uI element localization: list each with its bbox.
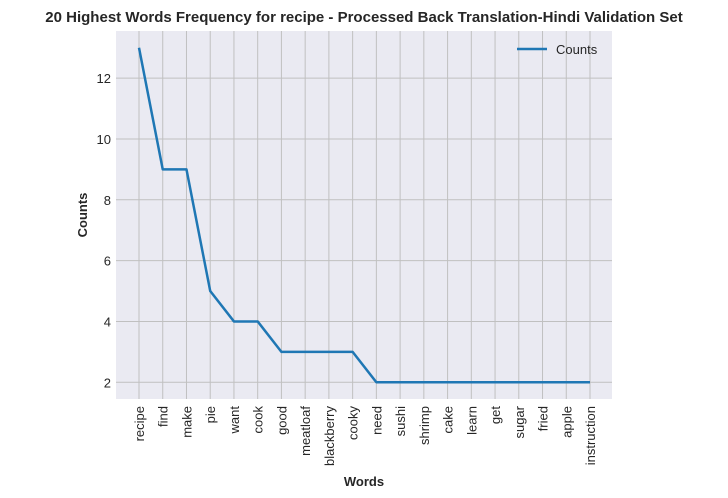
legend: Counts bbox=[517, 42, 598, 57]
x-tick-labels: recipe find make pie want cook good meatloaf bla… bbox=[132, 405, 598, 466]
y-tick-label: 4 bbox=[104, 314, 111, 329]
x-tick-label: recipe bbox=[132, 406, 147, 441]
plot-area bbox=[116, 31, 612, 399]
x-tick-label: shrimp bbox=[417, 406, 432, 445]
x-tick-label: apple bbox=[559, 406, 574, 438]
x-tick-label: instruction bbox=[583, 406, 598, 465]
x-tick-label: cook bbox=[251, 406, 266, 434]
x-tick-label: cake bbox=[441, 406, 456, 433]
x-tick-label: sushi bbox=[393, 406, 408, 436]
x-tick-label: learn bbox=[464, 406, 479, 435]
chart-title: 20 Highest Words Frequency for recipe - … bbox=[45, 9, 682, 26]
x-tick-label: fried bbox=[536, 406, 551, 431]
y-tick-label: 6 bbox=[104, 254, 111, 269]
y-tick-label: 10 bbox=[97, 132, 111, 147]
series-layer bbox=[137, 47, 590, 384]
grid-layer bbox=[116, 31, 612, 399]
x-tick-label: meatloaf bbox=[298, 406, 313, 456]
y-tick-label: 8 bbox=[104, 193, 111, 208]
y-tick-label: 2 bbox=[104, 375, 111, 390]
x-tick-label: sugar bbox=[512, 405, 527, 438]
y-axis-label: Counts bbox=[75, 193, 90, 238]
x-tick-label: find bbox=[156, 406, 171, 427]
y-tick-label: 12 bbox=[97, 71, 111, 86]
x-tick-label: want bbox=[227, 406, 242, 435]
x-tick-label: good bbox=[274, 406, 289, 435]
x-tick-label: need bbox=[369, 406, 384, 435]
series-line bbox=[137, 47, 590, 384]
x-tick-label: cooky bbox=[346, 406, 361, 440]
legend-label: Counts bbox=[556, 42, 598, 57]
x-tick-label: get bbox=[488, 406, 503, 424]
x-axis-label: Words bbox=[344, 474, 384, 489]
x-tick-label: pie bbox=[203, 406, 218, 423]
y-tick-labels: 2 4 6 8 10 12 bbox=[97, 71, 111, 390]
x-tick-label: make bbox=[179, 406, 194, 438]
x-tick-label: blackberry bbox=[322, 406, 337, 466]
